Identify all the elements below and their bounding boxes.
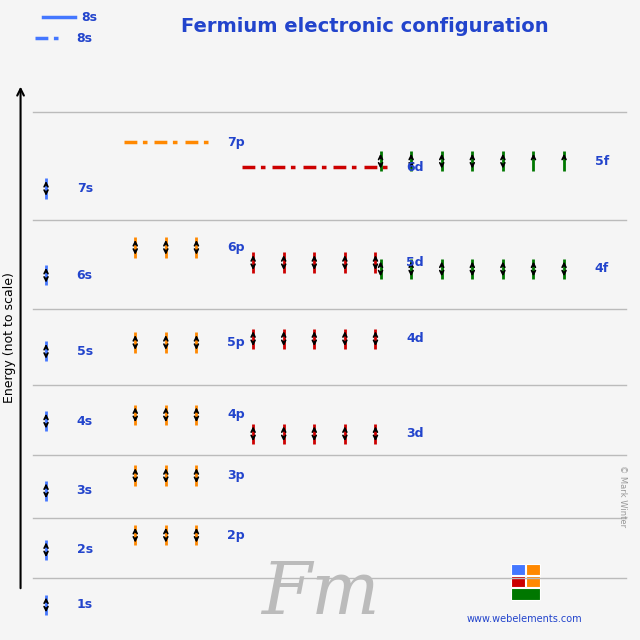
- Text: Fermium electronic configuration: Fermium electronic configuration: [181, 17, 548, 36]
- Text: 8s: 8s: [77, 31, 93, 45]
- Text: © Mark Winter: © Mark Winter: [618, 465, 627, 527]
- Text: 6p: 6p: [227, 241, 244, 254]
- Text: 3s: 3s: [77, 484, 93, 497]
- Text: 1s: 1s: [77, 598, 93, 611]
- Bar: [511, 564, 525, 575]
- Text: 5s: 5s: [77, 345, 93, 358]
- Text: 4f: 4f: [595, 262, 609, 275]
- Text: 2p: 2p: [227, 529, 244, 541]
- Text: 5f: 5f: [595, 155, 609, 168]
- Text: Fm: Fm: [260, 559, 380, 629]
- Text: 3d: 3d: [406, 428, 424, 440]
- Text: 8s: 8s: [81, 11, 97, 24]
- Text: 4s: 4s: [77, 415, 93, 428]
- Bar: [527, 564, 541, 575]
- Text: 4d: 4d: [406, 332, 424, 345]
- Text: 3p: 3p: [227, 469, 244, 482]
- Text: 6s: 6s: [77, 269, 93, 282]
- Text: 2s: 2s: [77, 543, 93, 556]
- Text: 7p: 7p: [227, 136, 244, 148]
- Text: 5d: 5d: [406, 256, 424, 269]
- Text: 6d: 6d: [406, 161, 424, 174]
- Bar: [527, 576, 541, 587]
- Bar: [511, 576, 525, 587]
- Text: 4p: 4p: [227, 408, 244, 421]
- Text: Energy (not to scale): Energy (not to scale): [3, 272, 16, 403]
- Text: www.webelements.com: www.webelements.com: [466, 614, 582, 624]
- Text: 5p: 5p: [227, 336, 244, 349]
- Text: 7s: 7s: [77, 182, 93, 195]
- Bar: [511, 588, 541, 600]
